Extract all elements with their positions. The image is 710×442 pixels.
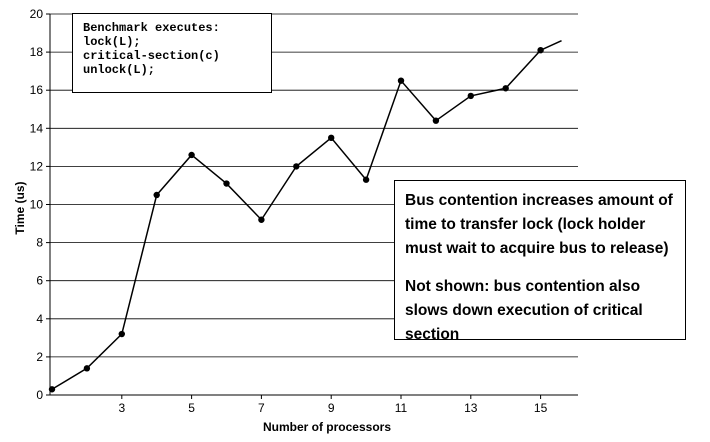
x-tick-label: 9 [328, 401, 335, 415]
y-tick-label: 2 [36, 350, 43, 364]
x-tick-label: 11 [395, 401, 408, 415]
code-line: unlock(L); [83, 63, 156, 77]
data-point [293, 163, 300, 170]
gridlines [50, 13, 578, 358]
x-tick-labels: 3 5 7 9 11 13 15 [118, 401, 547, 415]
data-point [153, 191, 160, 199]
y-tick-label: 18 [30, 45, 44, 59]
data-point [397, 77, 405, 84]
x-tick-label: 5 [188, 401, 195, 415]
annotation-paragraph-2: Not shown: bus contention also slows dow… [405, 278, 643, 343]
data-point [537, 46, 544, 54]
data-point [188, 151, 195, 159]
data-point [502, 85, 509, 92]
x-tick-label: 7 [258, 401, 265, 415]
axes [46, 13, 578, 399]
y-tick-label: 8 [36, 236, 43, 250]
x-tick-label: 13 [464, 401, 478, 415]
y-tick-label: 20 [30, 7, 44, 21]
data-point [467, 92, 474, 100]
y-tick-label: 12 [30, 159, 44, 173]
code-callout-box: Benchmark executes: lock(L); critical-se… [72, 13, 272, 93]
code-line: Benchmark executes: [83, 21, 220, 35]
data-point [328, 134, 335, 142]
y-tick-labels: 0 2 4 6 8 10 12 14 16 18 20 [30, 7, 44, 402]
x-axis-title: Number of processors [263, 420, 391, 434]
data-point [223, 180, 230, 187]
data-point [83, 365, 91, 372]
data-point [118, 330, 126, 338]
data-point [48, 386, 56, 393]
y-axis-title: Time (us) [13, 181, 27, 234]
y-tick-label: 16 [30, 83, 44, 97]
code-line: lock(L); [83, 35, 141, 49]
y-tick-label: 6 [36, 274, 43, 288]
data-point [432, 117, 440, 124]
series-line [51, 39, 562, 390]
code-line: critical-section(c) [83, 49, 220, 63]
annotation-box: Bus contention increases amount of time … [394, 180, 686, 343]
x-tick-label: 3 [118, 401, 125, 415]
y-tick-label: 10 [30, 198, 44, 212]
y-tick-label: 0 [36, 388, 43, 402]
data-point [258, 216, 265, 223]
annotation-paragraph-1: Bus contention increases amount of time … [405, 192, 673, 257]
x-tick-label: 15 [534, 401, 548, 415]
y-tick-label: 14 [30, 121, 44, 135]
data-series [48, 39, 562, 393]
y-tick-label: 4 [36, 312, 43, 326]
data-point [362, 176, 370, 183]
